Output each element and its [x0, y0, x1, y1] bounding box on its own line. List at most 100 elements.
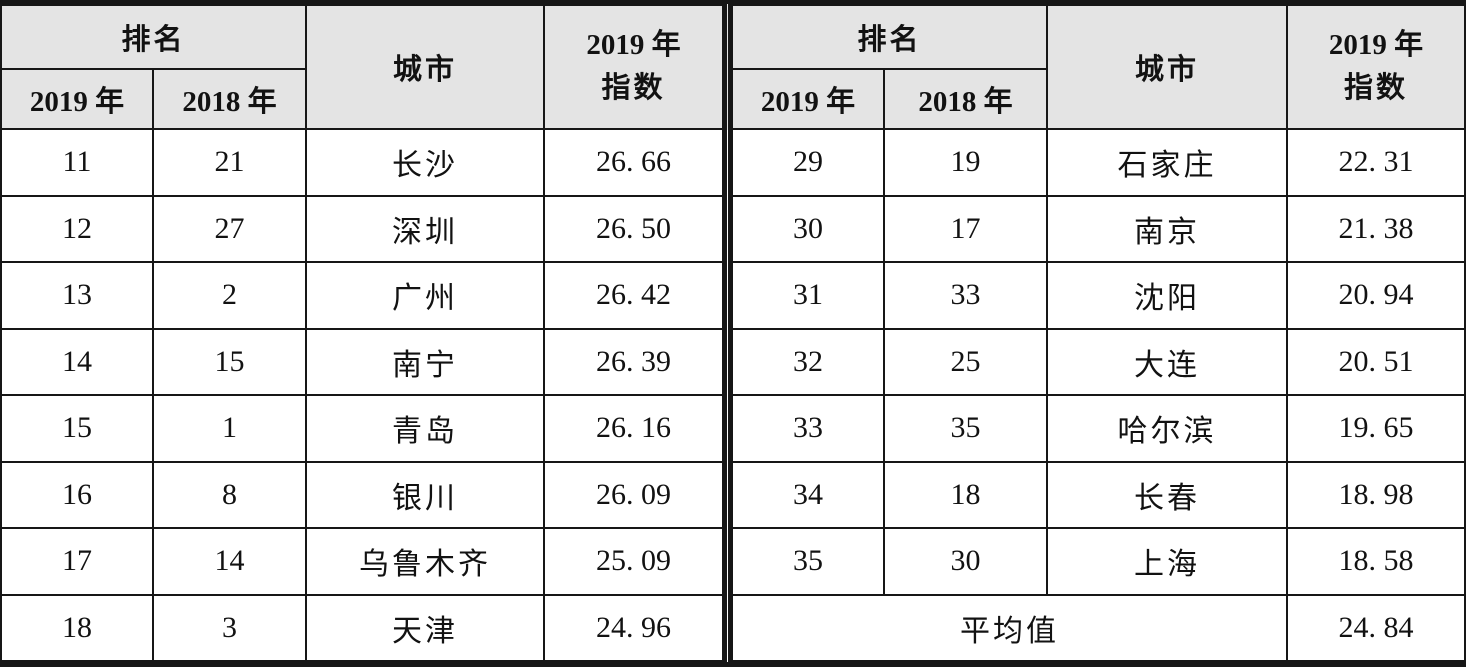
table-row: 33 35 哈尔滨 19. 65 [730, 394, 1466, 463]
index-cell: 26. 09 [543, 460, 725, 529]
city-cell: 大连 [1046, 327, 1288, 396]
rank-2019-cell: 14 [0, 327, 154, 396]
average-label-cell: 平均值 [730, 593, 1289, 662]
header-row-group: 排名 城市 2019 年 指数 [730, 4, 1466, 130]
rank-2019-cell: 34 [730, 460, 885, 529]
header-rank-2019: 2019 年 [730, 68, 885, 130]
city-cell: 哈尔滨 [1046, 394, 1288, 463]
index-cell: 18. 58 [1286, 527, 1466, 596]
index-cell: 20. 94 [1286, 261, 1466, 330]
rank-2018-cell: 19 [882, 128, 1049, 197]
index-cell: 20. 51 [1286, 327, 1466, 396]
rank-2018-cell: 1 [151, 394, 308, 463]
rank-2018-cell: 25 [882, 327, 1049, 396]
index-cell: 25. 09 [543, 527, 725, 596]
rank-2018-cell: 35 [882, 394, 1049, 463]
city-cell: 广州 [305, 261, 546, 330]
table-row: 16 8 银川 26. 09 [0, 460, 725, 529]
rank-2018-cell: 17 [882, 194, 1049, 263]
ranking-table-right: 排名 城市 2019 年 指数 2019 年 2018 年 29 19 石家庄 [730, 4, 1466, 662]
index-cell: 26. 50 [543, 194, 725, 263]
city-cell: 银川 [305, 460, 546, 529]
header-index-line2: 指数 [1343, 72, 1408, 104]
table-row: 31 33 沈阳 20. 94 [730, 261, 1466, 330]
city-cell: 天津 [305, 593, 546, 662]
rank-2018-cell: 18 [882, 460, 1049, 529]
index-cell: 22. 31 [1286, 128, 1466, 197]
rank-2019-cell: 15 [0, 394, 154, 463]
divider-header-band [727, 4, 728, 130]
city-cell: 南京 [1046, 194, 1288, 263]
index-cell: 21. 38 [1286, 194, 1466, 263]
rank-2019-cell: 30 [730, 194, 885, 263]
rank-2018-cell: 14 [151, 527, 308, 596]
rank-2019-cell: 35 [730, 527, 885, 596]
index-cell: 26. 39 [543, 327, 725, 396]
city-cell: 沈阳 [1046, 261, 1288, 330]
header-row-years: 2019 年 2018 年 [0, 68, 723, 130]
header-index-line1: 2019 年 [586, 28, 681, 61]
index-cell: 24. 96 [543, 593, 725, 662]
table-row: 35 30 上海 18. 58 [730, 527, 1466, 596]
rank-2018-cell: 33 [882, 261, 1049, 330]
index-cell: 19. 65 [1286, 394, 1466, 463]
rank-2019-cell: 12 [0, 194, 154, 263]
header-index-line2: 指数 [601, 72, 666, 104]
city-cell: 乌鲁木齐 [305, 527, 546, 596]
header-rank-2018: 2018 年 [882, 68, 1049, 130]
header-rank-group: 排名 [730, 4, 1049, 70]
table-row: 13 2 广州 26. 42 [0, 261, 725, 330]
index-cell: 26. 16 [543, 394, 725, 463]
table-row: 18 3 天津 24. 96 [0, 593, 725, 662]
header-row-group: 排名 城市 2019 年 指数 [0, 4, 725, 130]
rank-2019-cell: 11 [0, 128, 154, 197]
index-cell: 18. 98 [1286, 460, 1466, 529]
city-cell: 南宁 [305, 327, 546, 396]
city-cell: 石家庄 [1046, 128, 1288, 197]
table-row: 11 21 长沙 26. 66 [0, 128, 725, 197]
header-row-years: 2019 年 2018 年 [730, 68, 1465, 130]
header-index-line1: 2019 年 [1328, 28, 1424, 61]
rank-2018-cell: 30 [882, 527, 1049, 596]
header-city: 城市 [1046, 4, 1288, 130]
rank-2019-cell: 31 [730, 261, 885, 330]
rank-2018-cell: 8 [151, 460, 308, 529]
rank-2018-cell: 2 [151, 261, 308, 330]
header-rank-2019: 2019 年 [0, 68, 154, 130]
summary-row: 平均值 24. 84 [730, 593, 1466, 662]
table-row: 15 1 青岛 26. 16 [0, 394, 725, 463]
table-row: 12 27 深圳 26. 50 [0, 194, 725, 263]
city-cell: 长沙 [305, 128, 546, 197]
rank-2019-cell: 32 [730, 327, 885, 396]
rank-2019-cell: 17 [0, 527, 154, 596]
city-cell: 深圳 [305, 194, 546, 263]
rank-2019-cell: 18 [0, 593, 154, 662]
header-index: 2019 年 指数 [543, 4, 725, 130]
rank-2019-cell: 33 [730, 394, 885, 463]
rank-2019-cell: 16 [0, 460, 154, 529]
table-row: 17 14 乌鲁木齐 25. 09 [0, 527, 725, 596]
header-rank-group: 排名 [0, 4, 308, 70]
city-cell: 上海 [1046, 527, 1288, 596]
table-row: 29 19 石家庄 22. 31 [730, 128, 1466, 197]
index-cell: 26. 42 [543, 261, 725, 330]
index-cell: 26. 66 [543, 128, 725, 197]
rank-2018-cell: 21 [151, 128, 308, 197]
double-rule-divider [724, 4, 731, 662]
table-row: 30 17 南京 21. 38 [730, 194, 1466, 263]
rank-2019-cell: 13 [0, 261, 154, 330]
header-city: 城市 [305, 4, 546, 130]
table-row: 32 25 大连 20. 51 [730, 327, 1466, 396]
city-cell: 长春 [1046, 460, 1288, 529]
rank-2018-cell: 15 [151, 327, 308, 396]
rank-2018-cell: 27 [151, 194, 308, 263]
ranking-table-left: 排名 城市 2019 年 指数 2019 年 2018 年 11 21 长沙 [0, 4, 725, 662]
header-index: 2019 年 指数 [1286, 4, 1466, 130]
city-cell: 青岛 [305, 394, 546, 463]
header-rank-2018: 2018 年 [151, 68, 308, 130]
table-row: 14 15 南宁 26. 39 [0, 327, 725, 396]
table-row: 34 18 长春 18. 98 [730, 460, 1466, 529]
rank-2018-cell: 3 [151, 593, 308, 662]
